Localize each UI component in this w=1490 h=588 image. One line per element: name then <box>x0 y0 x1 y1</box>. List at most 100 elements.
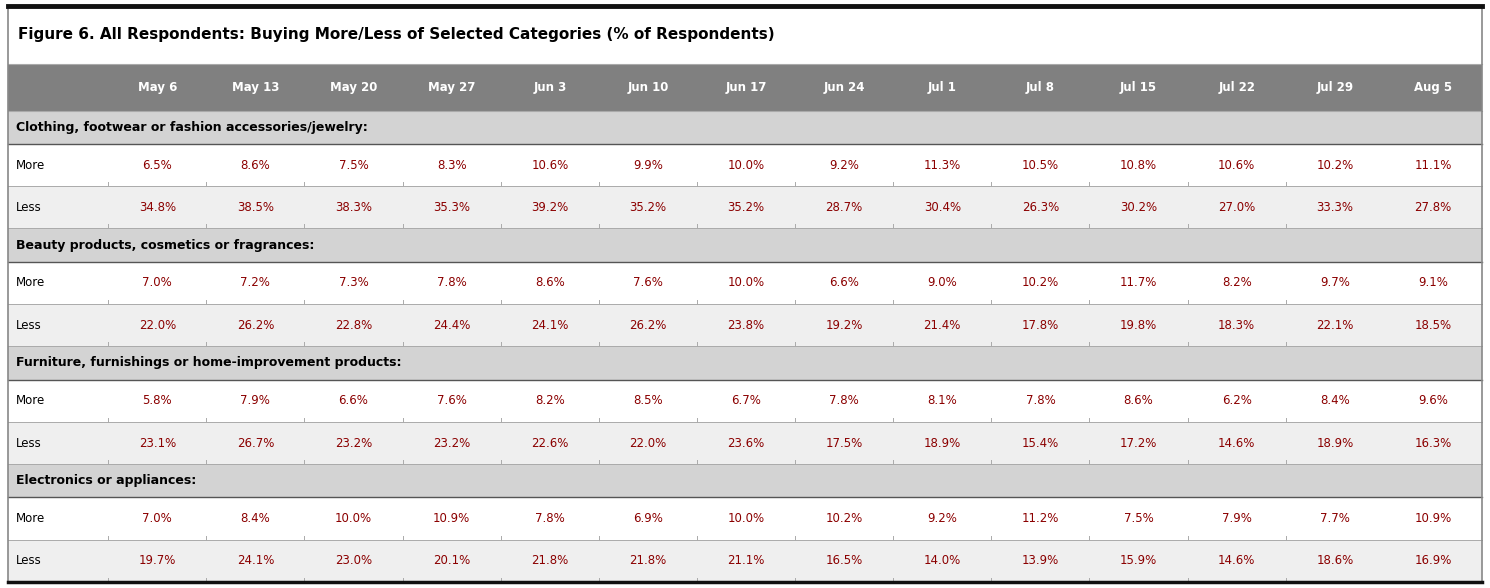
Text: 14.0%: 14.0% <box>924 554 961 567</box>
Text: 7.8%: 7.8% <box>535 512 565 525</box>
Text: 18.9%: 18.9% <box>1316 436 1353 449</box>
Text: 9.6%: 9.6% <box>1418 394 1448 407</box>
Text: 30.2%: 30.2% <box>1120 201 1158 214</box>
Text: 13.9%: 13.9% <box>1022 554 1059 567</box>
Bar <box>7 186 1483 228</box>
Text: Jun 17: Jun 17 <box>726 81 767 93</box>
Text: 10.0%: 10.0% <box>335 512 372 525</box>
Text: 10.6%: 10.6% <box>1217 159 1255 172</box>
Text: 38.5%: 38.5% <box>237 201 274 214</box>
Text: 10.2%: 10.2% <box>825 512 863 525</box>
Bar <box>7 228 1483 262</box>
Text: Jul 1: Jul 1 <box>928 81 957 93</box>
Text: 10.2%: 10.2% <box>1022 276 1059 289</box>
Text: 26.3%: 26.3% <box>1022 201 1059 214</box>
Text: Clothing, footwear or fashion accessories/jewelry:: Clothing, footwear or fashion accessorie… <box>16 121 368 133</box>
Text: Less: Less <box>16 554 42 567</box>
Text: 10.2%: 10.2% <box>1316 159 1353 172</box>
Text: 19.7%: 19.7% <box>139 554 176 567</box>
Text: 21.8%: 21.8% <box>530 554 568 567</box>
Text: 8.5%: 8.5% <box>633 394 663 407</box>
Bar <box>7 304 1483 346</box>
Text: 26.7%: 26.7% <box>237 436 274 449</box>
Text: 17.8%: 17.8% <box>1022 319 1059 332</box>
Text: 9.9%: 9.9% <box>633 159 663 172</box>
Text: 18.3%: 18.3% <box>1219 319 1255 332</box>
Text: 39.2%: 39.2% <box>530 201 568 214</box>
Text: 18.5%: 18.5% <box>1414 319 1451 332</box>
Text: 7.8%: 7.8% <box>437 276 466 289</box>
Text: 17.5%: 17.5% <box>825 436 863 449</box>
Bar <box>7 144 1483 186</box>
Text: 7.6%: 7.6% <box>633 276 663 289</box>
Text: 22.0%: 22.0% <box>139 319 176 332</box>
Text: Less: Less <box>16 436 42 449</box>
Text: More: More <box>16 512 45 525</box>
Text: 34.8%: 34.8% <box>139 201 176 214</box>
Text: 19.2%: 19.2% <box>825 319 863 332</box>
Text: 8.3%: 8.3% <box>437 159 466 172</box>
Text: 23.1%: 23.1% <box>139 436 176 449</box>
Text: 19.8%: 19.8% <box>1120 319 1158 332</box>
Text: 26.2%: 26.2% <box>629 319 666 332</box>
Text: 10.9%: 10.9% <box>434 512 471 525</box>
Text: Less: Less <box>16 319 42 332</box>
Text: 6.6%: 6.6% <box>830 276 860 289</box>
Text: Jun 3: Jun 3 <box>533 81 566 93</box>
Text: 7.6%: 7.6% <box>437 394 466 407</box>
Bar <box>7 64 1483 111</box>
Text: 28.7%: 28.7% <box>825 201 863 214</box>
Text: 11.2%: 11.2% <box>1022 512 1059 525</box>
Text: Jul 15: Jul 15 <box>1120 81 1158 93</box>
Text: 10.8%: 10.8% <box>1120 159 1158 172</box>
Text: 23.8%: 23.8% <box>727 319 764 332</box>
Text: 22.8%: 22.8% <box>335 319 372 332</box>
Text: Jul 22: Jul 22 <box>1219 81 1255 93</box>
Text: 27.8%: 27.8% <box>1414 201 1451 214</box>
Text: 24.1%: 24.1% <box>237 554 274 567</box>
Text: 7.2%: 7.2% <box>240 276 270 289</box>
Text: Jul 29: Jul 29 <box>1316 81 1353 93</box>
Text: May 6: May 6 <box>137 81 177 93</box>
Text: 7.0%: 7.0% <box>143 512 173 525</box>
Text: 21.1%: 21.1% <box>727 554 764 567</box>
Text: 7.8%: 7.8% <box>830 394 860 407</box>
Text: 14.6%: 14.6% <box>1217 436 1256 449</box>
Text: 9.2%: 9.2% <box>927 512 957 525</box>
Text: 22.0%: 22.0% <box>629 436 666 449</box>
Text: Furniture, furnishings or home-improvement products:: Furniture, furnishings or home-improveme… <box>16 356 401 369</box>
Text: Jun 10: Jun 10 <box>627 81 669 93</box>
Text: More: More <box>16 159 45 172</box>
Bar <box>7 262 1483 304</box>
Text: 6.6%: 6.6% <box>338 394 368 407</box>
Text: 21.4%: 21.4% <box>924 319 961 332</box>
Text: 33.3%: 33.3% <box>1316 201 1353 214</box>
Text: 38.3%: 38.3% <box>335 201 372 214</box>
Text: 16.5%: 16.5% <box>825 554 863 567</box>
Text: Less: Less <box>16 201 42 214</box>
Text: 7.8%: 7.8% <box>1025 394 1055 407</box>
Text: Electronics or appliances:: Electronics or appliances: <box>16 475 197 487</box>
Text: 22.6%: 22.6% <box>530 436 569 449</box>
Bar <box>7 380 1483 422</box>
Text: 8.6%: 8.6% <box>1123 394 1153 407</box>
Text: 15.4%: 15.4% <box>1022 436 1059 449</box>
Text: 23.2%: 23.2% <box>434 436 471 449</box>
Text: 7.9%: 7.9% <box>1222 512 1252 525</box>
Text: 7.3%: 7.3% <box>338 276 368 289</box>
Text: 24.1%: 24.1% <box>530 319 569 332</box>
Bar <box>7 6 1483 64</box>
Text: 11.1%: 11.1% <box>1414 159 1451 172</box>
Text: 9.2%: 9.2% <box>830 159 860 172</box>
Text: 7.7%: 7.7% <box>1320 512 1350 525</box>
Text: 6.5%: 6.5% <box>143 159 173 172</box>
Text: 7.5%: 7.5% <box>1123 512 1153 525</box>
Text: 10.0%: 10.0% <box>727 276 764 289</box>
Text: Figure 6. All Respondents: Buying More/Less of Selected Categories (% of Respond: Figure 6. All Respondents: Buying More/L… <box>18 28 775 42</box>
Text: 10.0%: 10.0% <box>727 159 764 172</box>
Text: 8.6%: 8.6% <box>240 159 270 172</box>
Text: 8.2%: 8.2% <box>1222 276 1252 289</box>
Text: 30.4%: 30.4% <box>924 201 961 214</box>
Text: May 13: May 13 <box>232 81 279 93</box>
Text: 15.9%: 15.9% <box>1120 554 1158 567</box>
